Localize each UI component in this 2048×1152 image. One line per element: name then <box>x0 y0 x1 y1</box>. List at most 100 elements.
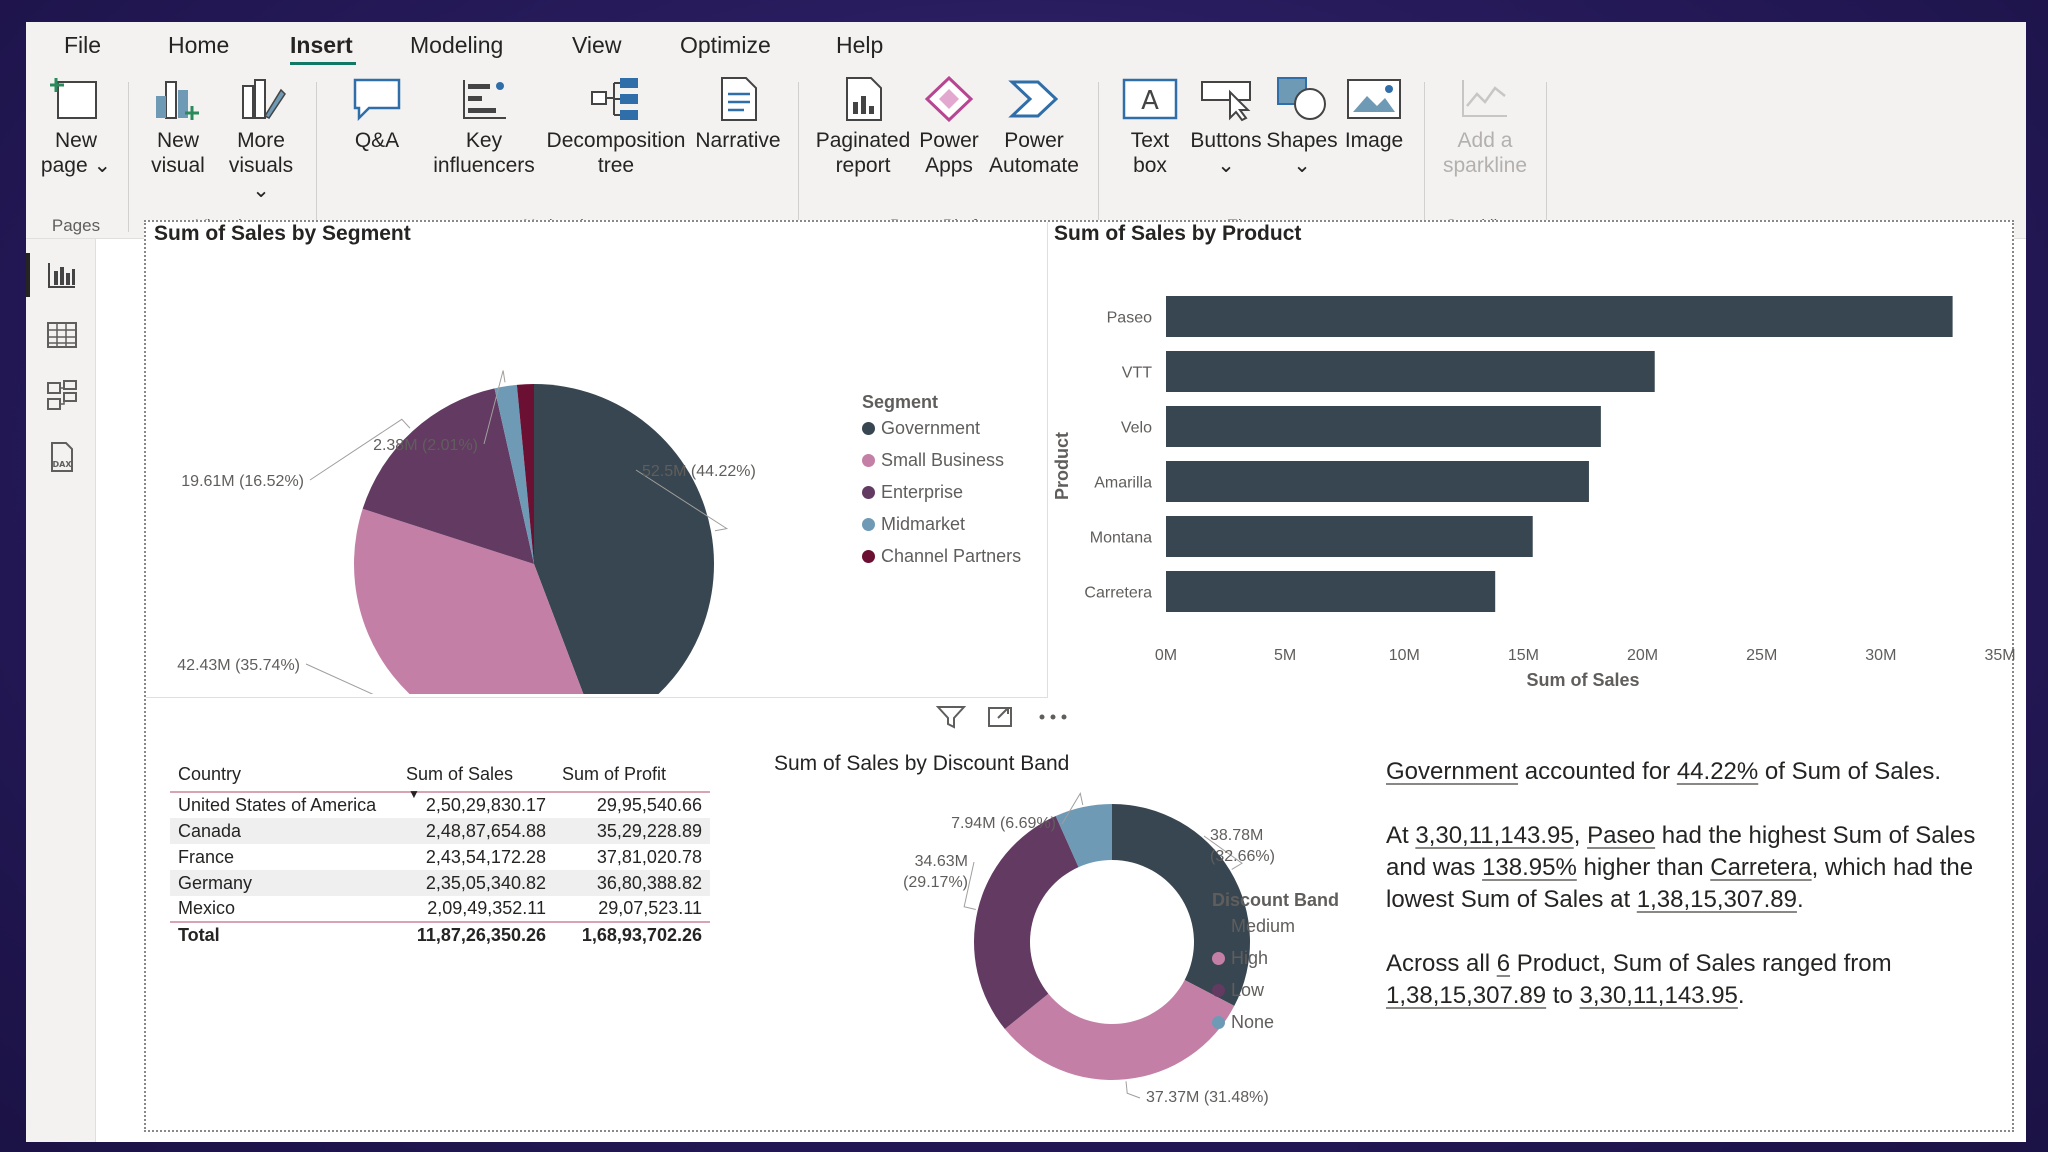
country-sales-table[interactable]: Country Sum of Sales ▼ Sum of Profit Unit… <box>170 758 710 948</box>
ribbon-separator <box>316 82 317 232</box>
donut-slice-low <box>974 816 1079 1030</box>
more-visuals-button[interactable]: More visuals ⌄ <box>218 76 304 203</box>
legend-item-enterprise[interactable]: Enterprise <box>862 482 963 503</box>
view-switcher-rail: DAX <box>26 239 96 1142</box>
text-box-button[interactable]: A Text box <box>1114 76 1186 178</box>
menu-view[interactable]: View <box>572 32 622 58</box>
menu-insert[interactable]: Insert <box>290 32 353 58</box>
qa-button[interactable]: Q&A <box>344 76 410 153</box>
more-visuals-label-2: visuals <box>228 154 294 177</box>
table-row[interactable]: Canada 2,48,87,654.88 35,29,228.89 <box>170 818 710 844</box>
narrative-paragraph-1: Government accounted for 44.22% of Sum o… <box>1386 756 2006 788</box>
legend-item-medium[interactable]: Medium <box>1212 916 1295 937</box>
legend-item-channel-partners[interactable]: Channel Partners <box>862 546 1021 567</box>
menu-help[interactable]: Help <box>836 32 884 58</box>
discount-legend-title: Discount Band <box>1212 890 1340 910</box>
table-view-icon[interactable] <box>46 319 78 351</box>
model-view-icon[interactable] <box>46 379 78 411</box>
paginated-report-button[interactable]: Paginated report <box>810 76 916 178</box>
legend-item-low[interactable]: Low <box>1212 980 1264 1001</box>
bar-montana <box>1166 516 1533 557</box>
power-automate-label-1: Power <box>1004 129 1064 152</box>
group-label-pages: Pages <box>51 216 101 235</box>
pie-data-label: 52.5M (44.22%) <box>642 463 756 480</box>
menu-file[interactable]: File <box>64 32 102 58</box>
add-sparkline-button[interactable]: Add a sparkline <box>1430 76 1540 178</box>
table-total-cell: 11,87,26,350.26 <box>398 921 554 948</box>
narrative-text: At <box>1386 822 1416 849</box>
donut-data-label: 7.94M (6.69%) <box>951 815 1056 832</box>
menu-modeling[interactable]: Modeling <box>410 32 504 58</box>
donut-slice-high <box>1004 979 1235 1080</box>
x-tick-label: 5M <box>1274 647 1296 664</box>
decomposition-tree-button[interactable]: Decomposition tree <box>542 76 690 178</box>
table-cell-sales: 2,50,29,830.17 <box>425 795 546 815</box>
table-row[interactable]: United States of America 2,50,29,830.17 29… <box>170 792 710 818</box>
qa-label: Q&A <box>354 129 400 152</box>
menu-optimize[interactable]: Optimize <box>680 32 771 58</box>
legend-dot <box>1212 920 1225 933</box>
dax-query-view-icon[interactable]: DAX <box>46 441 78 473</box>
y-tick-label: Velo <box>1121 420 1152 437</box>
discount-donut-title: Sum of Sales by Discount Band <box>774 752 1070 775</box>
menu-home[interactable]: Home <box>168 32 230 58</box>
power-automate-button[interactable]: Power Automate <box>982 76 1086 178</box>
ribbon-separator <box>1546 82 1547 232</box>
legend-label: Medium <box>1231 916 1296 936</box>
product-bar-chart[interactable]: Paseo VTT Velo Amarilla Montana Carretera 0M 5M… <box>1050 244 2016 704</box>
new-visual-button[interactable]: New visual <box>142 76 214 178</box>
column-header-sales-label: Sum of Sales <box>406 764 514 784</box>
table-cell-profit: 29,95,540.66 <box>596 795 702 815</box>
legend-label: Enterprise <box>881 482 964 502</box>
smart-narrative[interactable]: Government accounted for 44.22% of Sum o… <box>1386 756 2006 1044</box>
text-box-label-2: box <box>1133 154 1167 177</box>
shapes-button[interactable]: Shapes ⌄ <box>1266 76 1338 178</box>
new-visual-label-1: New <box>156 129 199 152</box>
table-row[interactable]: Germany 2,35,05,340.82 36,80,388.82 <box>170 870 710 896</box>
narrative-button[interactable]: Narrative <box>690 76 786 153</box>
report-view-icon[interactable] <box>46 259 78 291</box>
new-page-button[interactable]: New page ⌄ <box>38 76 114 178</box>
discount-donut-chart[interactable]: 38.78M (32.66%) 37.37M (31.48%) 34.63M (29.1… <box>706 782 1346 1122</box>
legend-dot <box>862 486 875 499</box>
legend-item-government[interactable]: Government <box>862 418 980 439</box>
sparkline-label-2: sparkline <box>1442 154 1528 177</box>
pie-slice-midmarket <box>494 384 534 564</box>
filter-icon[interactable] <box>936 704 966 730</box>
speech-bubble-icon <box>353 78 401 122</box>
narrative-value: 3,30,11,143.95 <box>1415 822 1574 849</box>
narrative-text: accounted for <box>1518 758 1677 785</box>
legend-dot <box>1212 952 1225 965</box>
table-total-cell: 1,68,93,702.26 <box>554 921 710 948</box>
column-header-profit[interactable]: Sum of Profit <box>554 758 710 793</box>
legend-item-small-business[interactable]: Small Business <box>862 450 1004 471</box>
narrative-text: Across all <box>1386 950 1497 977</box>
chevron-down-icon: ⌄ <box>1217 154 1235 177</box>
segment-pie-chart: 52.5M (44.22%) 42.43M (35.74%) 19.61M (16.… <box>177 370 756 694</box>
pie-slice-small-business <box>354 508 584 694</box>
image-button[interactable]: Image <box>1338 76 1410 153</box>
table-row[interactable]: France 2,43,54,172.28 37,81,020.78 <box>170 844 710 870</box>
new-visual-label-2: visual <box>151 154 205 177</box>
bar-velo <box>1166 406 1601 447</box>
decomposition-tree-label-1: Decomposition <box>546 129 686 152</box>
legend-item-midmarket[interactable]: Midmarket <box>862 514 965 535</box>
buttons-button[interactable]: Buttons ⌄ <box>1186 76 1266 178</box>
legend-dot <box>862 518 875 531</box>
legend-label: Channel Partners <box>881 546 1022 566</box>
legend-dot <box>862 454 875 467</box>
more-options-icon[interactable] <box>1036 704 1070 730</box>
narrative-value: Government <box>1386 758 1519 785</box>
power-apps-label-2: Apps <box>925 154 973 177</box>
power-apps-button[interactable]: Power Apps <box>916 76 982 178</box>
legend-item-none[interactable]: None <box>1212 1012 1274 1033</box>
table-cell-country: Canada <box>170 818 398 844</box>
segment-pie-visual[interactable] <box>146 222 1048 698</box>
focus-mode-icon[interactable] <box>986 704 1016 730</box>
column-header-sales[interactable]: Sum of Sales ▼ <box>398 758 554 801</box>
column-header-country[interactable]: Country <box>170 758 398 793</box>
table-row[interactable]: Mexico 2,09,49,352.11 29,07,523.11 <box>170 896 710 922</box>
key-influencers-button[interactable]: Key influencers <box>428 76 540 178</box>
new-visual-icon <box>156 81 199 120</box>
legend-item-high[interactable]: High <box>1212 948 1268 969</box>
